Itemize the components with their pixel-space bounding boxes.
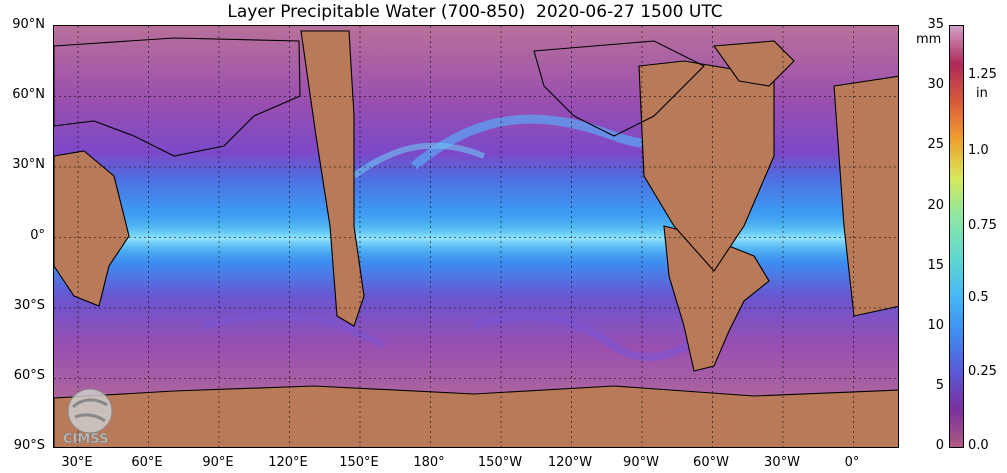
lat-label-60s: 60°S (13, 368, 45, 383)
lon-label-120e: 120°E (268, 455, 308, 470)
colorbar-mm-tick-25: 25 (927, 137, 944, 152)
lon-label-60w: 60°W (693, 455, 729, 470)
colorbar-mm-tick-0: 0 (935, 438, 944, 453)
colorbar-mm-tick-20: 20 (927, 198, 944, 213)
colorbar-in-tick-0-0: 0.0 (968, 438, 989, 453)
lon-label-30w: 30°W (764, 455, 800, 470)
cimss-logo: CIMSS (55, 385, 135, 447)
lon-label-180: 180° (413, 455, 445, 470)
lon-label-30e: 30°E (61, 455, 93, 470)
lon-label-120w: 120°W (547, 455, 593, 470)
colorbar-in-tick-1-25: 1.25 (968, 67, 997, 82)
lon-label-60e: 60°E (131, 455, 163, 470)
map-title: Layer Precipitable Water (700-850) 2020-… (227, 2, 723, 22)
colorbar-in-tick-0-75: 0.75 (968, 218, 997, 233)
colorbar-mm-tick-35: 35 (927, 17, 944, 32)
cimss-logo-text: CIMSS (63, 432, 108, 447)
lon-label-90e: 90°E (202, 455, 234, 470)
colorbar-mm-tick-5: 5 (935, 378, 944, 393)
lat-label-90s: 90°S (13, 438, 45, 453)
colorbar-in-tick-0-5: 0.5 (968, 290, 989, 305)
colorbar-mm-tick-15: 15 (927, 258, 944, 273)
colorbar-in-unit: in (976, 86, 988, 101)
colorbar-in-tick-1-0: 1.0 (968, 143, 989, 158)
lat-label-60n: 60°N (12, 87, 45, 102)
colorbar-mm-unit: mm (916, 32, 942, 47)
colorbar (949, 25, 964, 448)
precipitable-water-map[interactable] (53, 25, 899, 448)
colorbar-mm-tick-10: 10 (927, 318, 944, 333)
lat-label-30s: 30°S (13, 298, 45, 313)
colorbar-mm-tick-30: 30 (927, 77, 944, 92)
lon-label-90w: 90°W (623, 455, 659, 470)
colorbar-in-tick-0-25: 0.25 (968, 364, 997, 379)
lat-label-90n: 90°N (12, 17, 45, 32)
lat-label-0: 0° (30, 228, 45, 243)
lon-label-0: 0° (844, 455, 860, 470)
lat-label-30n: 30°N (12, 157, 45, 172)
map-graphic (54, 26, 898, 447)
lon-label-150w: 150°W (477, 455, 523, 470)
lon-label-150e: 150°E (339, 455, 379, 470)
